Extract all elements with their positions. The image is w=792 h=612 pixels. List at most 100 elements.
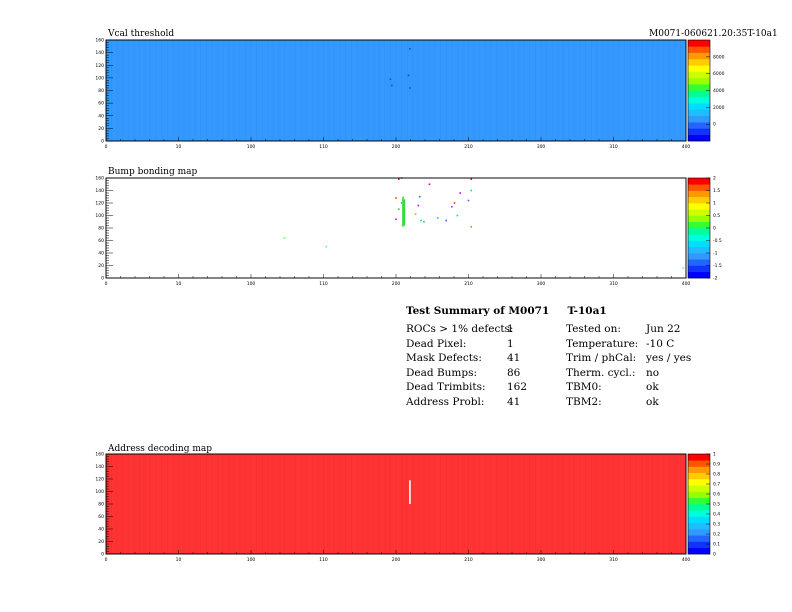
summary-right-label: TBM0:: [566, 381, 602, 393]
colorbar-tick-label: 0.6: [713, 492, 720, 498]
y-tick-label: 20: [98, 263, 104, 269]
x-tick-label: 200: [392, 144, 401, 150]
x-tick-label: 200: [392, 281, 401, 287]
x-tick-label: 400: [682, 144, 691, 150]
x-tick-label: 400: [682, 281, 691, 287]
colorbar-segment: [688, 240, 710, 248]
colorbar-tick-label: 0.5: [713, 213, 720, 219]
x-tick-label: 300: [537, 281, 546, 287]
defect-pixel: [459, 192, 461, 194]
summary-right-label: TBM2:: [566, 395, 602, 408]
colorbar-tick-label: 1.5: [713, 188, 720, 194]
summary-left-value: 162: [507, 381, 528, 393]
defect-pixel: [467, 199, 470, 202]
x-tick-label: 200: [392, 557, 401, 563]
summary-right-label: Tested on:: [566, 323, 621, 335]
address-decoding-plot: 0 10 100 110 200 210 300 310 4000204060801001201…: [95, 452, 720, 564]
colorbar-segment: [688, 128, 710, 135]
colorbar-segment: [688, 510, 710, 517]
y-tick-label: 80: [98, 88, 104, 94]
vcal-threshold-plot: 0 10 100 110 200 210 300 310 4000204060801001201…: [95, 38, 724, 151]
colorbar-segment: [688, 203, 710, 210]
defect-pixel: [470, 189, 473, 192]
y-tick-label: 60: [98, 238, 104, 244]
x-tick-label: 300: [537, 557, 546, 563]
defect-pixel: [445, 219, 447, 222]
colorbar-segment: [688, 184, 710, 191]
summary-left-value: 41: [507, 395, 521, 408]
defect-pixel: [325, 245, 328, 248]
x-tick-label: 10: [176, 144, 182, 150]
colorbar-segment: [688, 71, 710, 79]
x-tick-label: 110: [319, 144, 328, 150]
summary-right-label: Therm. cycl.:: [566, 366, 636, 379]
colorbar-tick-label: -1.5: [713, 263, 722, 269]
defect-pixel: [409, 87, 411, 89]
defect-pixel: [391, 84, 393, 87]
defect-pixel: [395, 218, 397, 221]
summary-right-value: ok: [646, 381, 659, 393]
colorbar-segment: [688, 84, 710, 91]
defect-pixel: [682, 267, 685, 269]
colorbar-tick-label: 2: [713, 176, 716, 182]
summary-left-label: ROCs > 1% defects:: [406, 323, 514, 335]
summary-right-value: ok: [646, 395, 659, 408]
y-tick-label: 120: [95, 477, 104, 483]
colorbar-segment: [688, 234, 710, 241]
colorbar-segment: [688, 115, 710, 123]
colorbar-tick-label: 0.8: [713, 472, 720, 478]
summary-left-value: 1: [507, 337, 514, 350]
defect-pixel: [407, 74, 410, 77]
bump-bonding-title: Bump bonding map: [108, 167, 198, 177]
summary-left-value: 1: [507, 323, 514, 335]
colorbar-segment: [688, 246, 710, 254]
address-decoding-title: Address decoding map: [108, 444, 213, 454]
defect-pixel: [395, 197, 397, 199]
defect-column: [402, 196, 404, 227]
y-tick-label: 20: [98, 539, 104, 545]
y-tick-label: 160: [95, 38, 104, 44]
summary-tag: T-10a1: [567, 305, 607, 317]
y-tick-label: 60: [98, 101, 104, 107]
colorbar-segment: [688, 466, 710, 474]
defect-pixel: [417, 204, 420, 207]
y-tick-label: 120: [95, 201, 104, 207]
colorbar-segment: [688, 485, 710, 492]
colorbar-tick-label: 0.4: [713, 512, 720, 518]
colorbar-segment: [688, 259, 710, 266]
defect-pixel: [414, 213, 417, 216]
colorbar-tick-label: 0: [713, 226, 716, 232]
colorbar-segment: [688, 40, 710, 47]
colorbar-segment: [688, 90, 710, 98]
x-tick-label: 310: [609, 144, 618, 150]
colorbar-segment: [688, 271, 710, 279]
colorbar-segment: [688, 178, 710, 185]
defect-pixel: [420, 219, 422, 222]
colorbar-segment: [688, 504, 710, 511]
colorbar-segment: [688, 541, 710, 549]
x-tick-label: 310: [609, 557, 618, 563]
x-tick-label: 210: [464, 144, 473, 150]
colorbar-tick-label: -1: [713, 251, 718, 257]
summary-left-label: Dead Bumps:: [406, 366, 478, 379]
x-tick-label: 310: [609, 281, 618, 287]
summary-right-label: Temperature:: [566, 337, 639, 350]
defect-pixel: [450, 205, 453, 208]
x-tick-label: 0: [105, 281, 108, 287]
colorbar-segment: [688, 77, 710, 85]
summary-left-label: Dead Trimbits:: [406, 381, 486, 393]
colorbar-segment: [688, 209, 710, 216]
colorbar-segment: [688, 497, 710, 505]
x-tick-label: 400: [682, 557, 691, 563]
y-tick-label: 140: [95, 464, 104, 470]
colorbar-tick-label: 1: [713, 452, 716, 458]
colorbar-tick-label: 0: [713, 122, 716, 128]
module-tag: M0071-060621.20:35T-10a1: [649, 29, 778, 39]
colorbar-segment: [688, 529, 710, 536]
defect-pixel: [456, 214, 459, 217]
defect-pixel: [470, 178, 473, 181]
x-tick-label: 210: [464, 281, 473, 287]
summary-left-label: Mask Defects:: [406, 352, 482, 364]
